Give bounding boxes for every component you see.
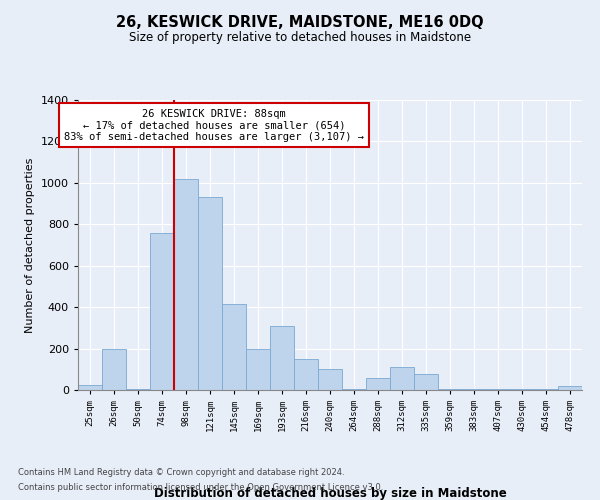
- Text: Contains public sector information licensed under the Open Government Licence v3: Contains public sector information licen…: [18, 483, 383, 492]
- Bar: [390, 367, 414, 390]
- Bar: [438, 389, 462, 390]
- Bar: [78, 385, 102, 390]
- Bar: [366, 378, 390, 390]
- Bar: [462, 389, 486, 390]
- Bar: [558, 386, 582, 390]
- Bar: [102, 348, 126, 390]
- Bar: [342, 389, 366, 390]
- Bar: [270, 326, 294, 390]
- Bar: [534, 389, 558, 390]
- Bar: [318, 370, 342, 390]
- Bar: [150, 232, 174, 390]
- Text: 26, KESWICK DRIVE, MAIDSTONE, ME16 0DQ: 26, KESWICK DRIVE, MAIDSTONE, ME16 0DQ: [116, 15, 484, 30]
- Bar: [486, 389, 510, 390]
- Bar: [126, 389, 150, 390]
- Bar: [294, 359, 318, 390]
- Text: Contains HM Land Registry data © Crown copyright and database right 2024.: Contains HM Land Registry data © Crown c…: [18, 468, 344, 477]
- Text: Size of property relative to detached houses in Maidstone: Size of property relative to detached ho…: [129, 31, 471, 44]
- Bar: [246, 348, 270, 390]
- X-axis label: Distribution of detached houses by size in Maidstone: Distribution of detached houses by size …: [154, 487, 506, 500]
- Y-axis label: Number of detached properties: Number of detached properties: [25, 158, 35, 332]
- Bar: [174, 178, 198, 390]
- Bar: [198, 198, 222, 390]
- Bar: [414, 374, 438, 390]
- Bar: [222, 304, 246, 390]
- Bar: [510, 389, 534, 390]
- Text: 26 KESWICK DRIVE: 88sqm
← 17% of detached houses are smaller (654)
83% of semi-d: 26 KESWICK DRIVE: 88sqm ← 17% of detache…: [64, 108, 364, 142]
